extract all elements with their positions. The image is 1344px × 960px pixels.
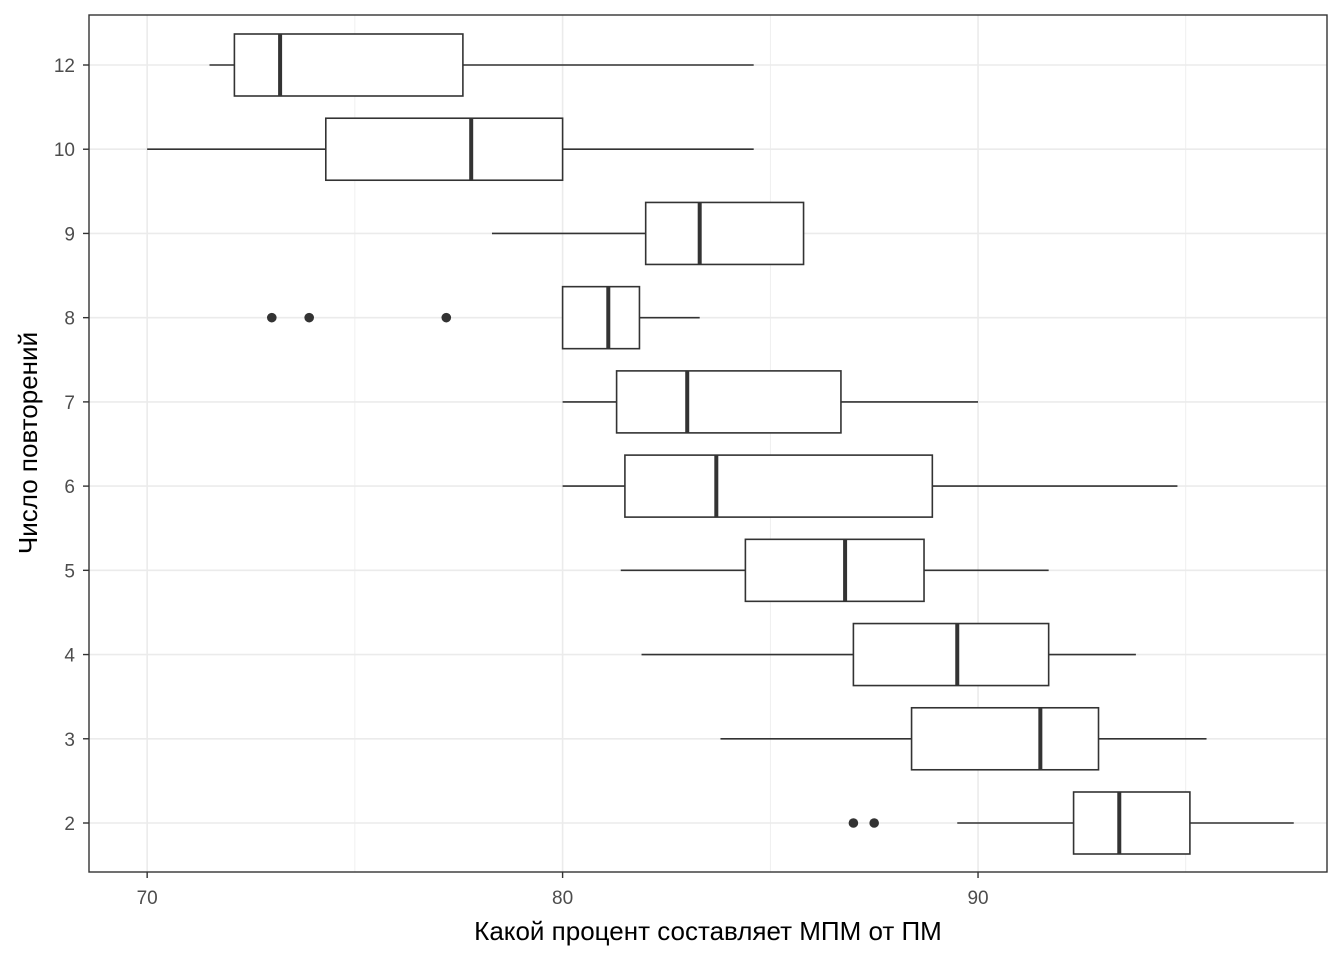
y-tick-label: 2 [64, 814, 75, 835]
y-tick-label: 10 [54, 140, 75, 161]
y-tick-label: 9 [64, 224, 75, 245]
box-12 [209, 33, 754, 97]
x-tick-label: 70 [137, 888, 158, 909]
box-iqr [744, 538, 925, 603]
box-2 [848, 791, 1294, 855]
panel-border [88, 14, 1328, 873]
y-tick-label: 12 [54, 56, 75, 77]
box-6 [562, 454, 1178, 518]
tick-layer: 2 3 4 5 6 7 8 9 10 12 70 80 90 [54, 56, 989, 909]
box-3 [720, 706, 1207, 771]
box-iqr [615, 370, 842, 434]
box-4 [641, 622, 1136, 687]
box-10 [147, 117, 754, 182]
box-iqr [1072, 791, 1191, 855]
box-iqr [624, 454, 934, 518]
outlier-point [869, 818, 879, 828]
outlier-point [848, 818, 859, 828]
y-tick-label: 7 [64, 393, 75, 414]
outlier-point [441, 312, 452, 323]
y-tick-label: 3 [64, 730, 75, 751]
box-iqr [324, 117, 564, 182]
box-iqr [561, 285, 641, 350]
box-iqr [233, 33, 464, 97]
y-tick-label: 6 [64, 477, 75, 498]
box-iqr [644, 201, 805, 266]
x-tick-label: 80 [552, 888, 573, 909]
x-axis-title: Какой процент составляет МПМ от ПМ [474, 916, 942, 946]
y-tick-label: 4 [64, 646, 75, 667]
y-tick-label: 8 [64, 309, 75, 330]
outlier-point [304, 312, 314, 323]
box-7 [562, 370, 979, 434]
box-iqr [852, 622, 1050, 687]
y-tick-label: 5 [64, 561, 75, 582]
outlier-point [266, 312, 277, 323]
box-8 [266, 285, 700, 350]
box-layer [147, 33, 1294, 855]
box-9 [491, 201, 805, 266]
box-5 [620, 538, 1049, 603]
box-iqr [910, 706, 1100, 771]
y-axis-title: Число повторений [13, 332, 43, 554]
x-tick-label: 90 [967, 888, 988, 909]
